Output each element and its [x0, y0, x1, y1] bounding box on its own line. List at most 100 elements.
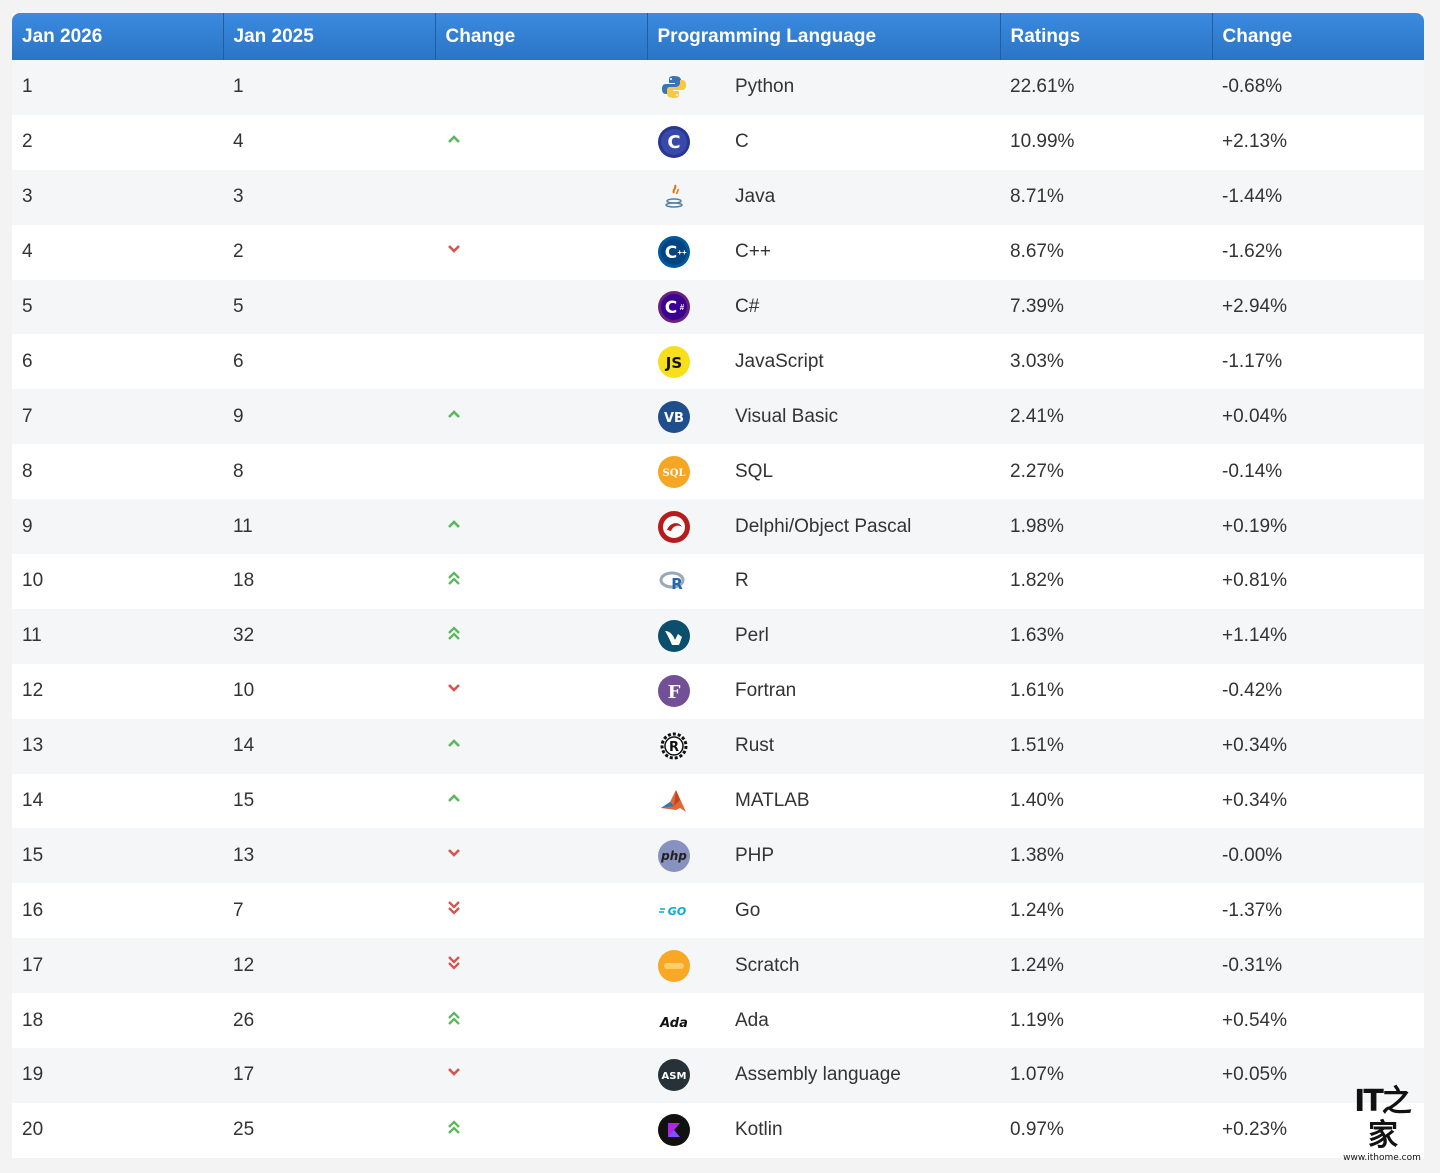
- rank-change: [435, 114, 647, 170]
- ranking-table: Jan 2026 Jan 2025 Change Programming Lan…: [12, 13, 1424, 1158]
- rating-change: +1.14%: [1212, 608, 1424, 664]
- table-header-row: Jan 2026 Jan 2025 Change Programming Lan…: [12, 13, 1424, 60]
- language-name[interactable]: JavaScript: [725, 334, 1000, 390]
- rating: 1.63%: [1000, 608, 1212, 664]
- delphi-icon: [657, 510, 691, 544]
- language-name[interactable]: Go: [725, 883, 1000, 939]
- table-row[interactable]: 7 9 VB Visual Basic 2.41% +0.04%: [12, 389, 1424, 445]
- table-row[interactable]: 1 1 Python 22.61% -0.68%: [12, 60, 1424, 115]
- language-name[interactable]: Fortran: [725, 663, 1000, 719]
- table-row[interactable]: 11 32 Perl 1.63% +1.14%: [12, 608, 1424, 664]
- language-logo-cell: R: [647, 554, 725, 609]
- header-ratings-change[interactable]: Change: [1212, 13, 1424, 60]
- rank-jan-2025: 6: [223, 334, 435, 390]
- table-row[interactable]: 4 2 C ++ C++ 8.67% -1.62%: [12, 224, 1424, 280]
- language-name[interactable]: Scratch: [725, 938, 1000, 994]
- language-name[interactable]: PHP: [725, 828, 1000, 884]
- table-row[interactable]: 20 25 Kotlin 0.97% +0.23%: [12, 1102, 1424, 1158]
- rating-change: +2.94%: [1212, 279, 1424, 335]
- language-name[interactable]: Java: [725, 169, 1000, 225]
- language-name[interactable]: Rust: [725, 718, 1000, 774]
- rating: 10.99%: [1000, 114, 1212, 170]
- language-name[interactable]: MATLAB: [725, 773, 1000, 829]
- rating-change: +0.05%: [1212, 1048, 1424, 1103]
- rank-jan-2025: 12: [223, 938, 435, 994]
- rank-jan-2026: 19: [12, 1048, 223, 1103]
- rank-jan-2025: 5: [223, 279, 435, 335]
- language-logo-cell: [647, 499, 725, 555]
- table-row[interactable]: 18 26 Ada Ada 1.19% +0.54%: [12, 993, 1424, 1049]
- language-name[interactable]: C++: [725, 224, 1000, 280]
- arrow-up-icon: [445, 790, 462, 811]
- table-row[interactable]: 10 18 R R 1.82% +0.81%: [12, 554, 1424, 609]
- language-name[interactable]: R: [725, 554, 1000, 609]
- rank-change: [435, 334, 647, 390]
- rank-change: [435, 883, 647, 939]
- rank-change: [435, 499, 647, 555]
- header-jan-2025[interactable]: Jan 2025: [223, 13, 436, 60]
- language-name[interactable]: Ada: [725, 993, 1000, 1049]
- double-arrow-up-icon: [445, 1010, 462, 1031]
- table-row[interactable]: 3 3 Java 8.71% -1.44%: [12, 169, 1424, 225]
- go-icon: GO: [657, 894, 691, 928]
- language-logo-cell: [647, 608, 725, 664]
- language-logo-cell: [647, 1102, 725, 1158]
- rank-jan-2026: 5: [12, 279, 223, 335]
- rating-change: -0.14%: [1212, 444, 1424, 500]
- cpp-icon: C ++: [657, 235, 691, 269]
- table-row[interactable]: 2 4 C C 10.99% +2.13%: [12, 114, 1424, 170]
- double-arrow-up-icon: [445, 625, 462, 646]
- ithome-watermark: IT之家 www.ithome.com: [1342, 1085, 1422, 1164]
- language-name[interactable]: Visual Basic: [725, 389, 1000, 445]
- language-name[interactable]: Assembly language: [725, 1048, 1000, 1103]
- rating-change: -0.68%: [1212, 60, 1424, 115]
- table-row[interactable]: 16 7 GO Go 1.24% -1.37%: [12, 883, 1424, 939]
- language-name[interactable]: SQL: [725, 444, 1000, 500]
- table-row[interactable]: 6 6 JS JavaScript 3.03% -1.17%: [12, 334, 1424, 390]
- rating: 1.19%: [1000, 993, 1212, 1049]
- rank-change: [435, 773, 647, 829]
- table-row[interactable]: 9 11 Delphi/Object Pascal 1.98% +0.19%: [12, 499, 1424, 555]
- language-name[interactable]: C#: [725, 279, 1000, 335]
- rating: 2.27%: [1000, 444, 1212, 500]
- arrow-up-icon: [445, 516, 462, 537]
- rank-change: [435, 554, 647, 609]
- rating: 3.03%: [1000, 334, 1212, 390]
- table-row[interactable]: 14 15 MATLAB 1.40% +0.34%: [12, 773, 1424, 829]
- language-logo-cell: C #: [647, 279, 725, 335]
- svg-text:R: R: [669, 740, 679, 755]
- rank-jan-2025: 10: [223, 663, 435, 719]
- header-jan-2026[interactable]: Jan 2026: [12, 13, 224, 60]
- header-ratings[interactable]: Ratings: [1000, 13, 1213, 60]
- rank-jan-2026: 16: [12, 883, 223, 939]
- language-name[interactable]: Delphi/Object Pascal: [725, 499, 1000, 555]
- rank-jan-2025: 26: [223, 993, 435, 1049]
- rank-change: [435, 828, 647, 884]
- table-row[interactable]: 19 17 ASM Assembly language 1.07% +0.05%: [12, 1048, 1424, 1103]
- rating-change: -1.62%: [1212, 224, 1424, 280]
- language-name[interactable]: Perl: [725, 608, 1000, 664]
- language-name[interactable]: C: [725, 114, 1000, 170]
- rank-change: [435, 60, 647, 115]
- language-name[interactable]: Kotlin: [725, 1102, 1000, 1158]
- header-programming-language[interactable]: Programming Language: [647, 13, 1001, 60]
- double-arrow-up-icon: [445, 570, 462, 591]
- rank-jan-2025: 8: [223, 444, 435, 500]
- table-row[interactable]: 8 8 SQL SQL 2.27% -0.14%: [12, 444, 1424, 500]
- table-row[interactable]: 12 10 F Fortran 1.61% -0.42%: [12, 663, 1424, 719]
- rank-change: [435, 663, 647, 719]
- table-row[interactable]: 13 14 R Rust 1.51% +0.34%: [12, 718, 1424, 774]
- table-row[interactable]: 5 5 C # C# 7.39% +2.94%: [12, 279, 1424, 335]
- language-name[interactable]: Python: [725, 60, 1000, 115]
- svg-text:#: #: [680, 303, 685, 312]
- table-row[interactable]: 17 12 Scratch 1.24% -0.31%: [12, 938, 1424, 994]
- rank-change: [435, 993, 647, 1049]
- rank-jan-2026: 1: [12, 60, 223, 115]
- rating-change: +0.34%: [1212, 773, 1424, 829]
- header-change[interactable]: Change: [435, 13, 648, 60]
- kotlin-icon: [657, 1113, 691, 1147]
- rating-change: +0.04%: [1212, 389, 1424, 445]
- table-row[interactable]: 15 13 php PHP 1.38% -0.00%: [12, 828, 1424, 884]
- svg-text:SQL: SQL: [663, 468, 686, 479]
- arrow-up-icon: [445, 131, 462, 152]
